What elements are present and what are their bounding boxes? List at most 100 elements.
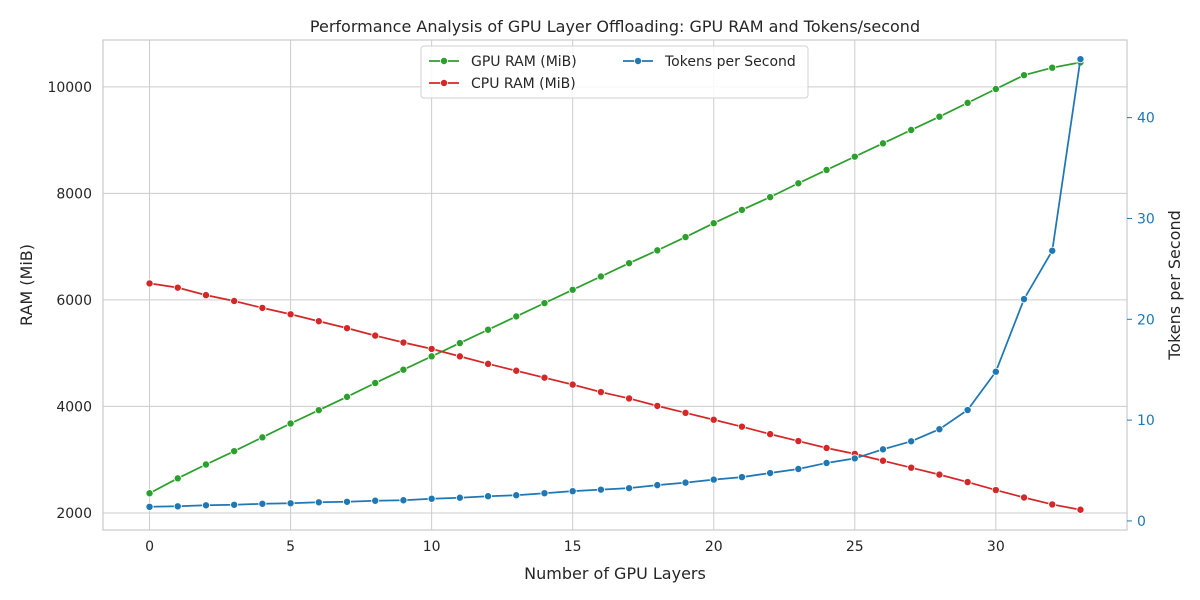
y-tick-label: 4000: [56, 399, 92, 415]
data-point: [371, 496, 380, 505]
data-point: [935, 425, 944, 434]
y-axis-ticks: 2000 4000 6000 8000 10000: [47, 80, 92, 522]
data-point: [343, 324, 352, 333]
data-point: [991, 367, 1000, 376]
data-point: [258, 499, 267, 508]
data-point: [822, 458, 831, 467]
series-1: [145, 279, 1085, 514]
data-point: [1020, 295, 1029, 304]
data-point: [568, 285, 577, 294]
legend-marker: [439, 57, 448, 66]
data-point: [935, 112, 944, 121]
data-point: [1076, 505, 1085, 514]
series-line: [149, 59, 1082, 508]
data-point: [596, 272, 605, 281]
legend-label: CPU RAM (MiB): [471, 76, 576, 92]
y2-axis-label: Tokens per Second: [1165, 210, 1184, 361]
grid-layer: [103, 40, 1127, 530]
data-point: [427, 494, 436, 503]
data-point: [427, 352, 436, 361]
series-2: [145, 55, 1085, 511]
y2-tick-label: 40: [1137, 111, 1155, 127]
data-point: [907, 126, 916, 135]
data-point: [540, 373, 549, 382]
legend-entry: GPU RAM (MiB): [429, 54, 577, 70]
x-axis-ticks: 0 5 10 15 20 25 30: [145, 539, 1005, 555]
data-point: [173, 502, 182, 511]
x-tick-label: 30: [987, 539, 1005, 555]
x-tick-label: 20: [705, 539, 723, 555]
legend-entry: CPU RAM (MiB): [429, 76, 576, 92]
x-tick-label: 10: [423, 539, 441, 555]
data-point: [512, 312, 521, 321]
data-point: [794, 465, 803, 474]
data-point: [991, 486, 1000, 495]
data-point: [286, 310, 295, 319]
x-axis-label: Number of GPU Layers: [524, 564, 706, 583]
data-point: [963, 406, 972, 415]
data-point: [737, 205, 746, 214]
y-tick-label: 6000: [56, 293, 92, 309]
data-point: [568, 487, 577, 496]
data-point: [399, 365, 408, 374]
data-point: [822, 443, 831, 452]
data-point: [991, 85, 1000, 94]
data-point: [907, 463, 916, 472]
y-tick-label: 2000: [56, 506, 92, 522]
data-point: [455, 339, 464, 348]
data-point: [484, 359, 493, 368]
data-point: [484, 325, 493, 334]
data-point: [258, 303, 267, 312]
data-point: [427, 344, 436, 353]
y-tick-label: 8000: [56, 186, 92, 202]
data-point: [145, 502, 154, 511]
data-point: [625, 484, 634, 493]
y2-tick-label: 10: [1137, 413, 1155, 429]
y2-tick-label: 30: [1137, 211, 1155, 227]
data-point: [907, 437, 916, 446]
data-point: [512, 366, 521, 375]
data-point: [653, 481, 662, 490]
data-point: [455, 352, 464, 361]
y2-tick-label: 20: [1137, 312, 1155, 328]
data-point: [709, 219, 718, 228]
data-point: [681, 408, 690, 417]
data-point: [878, 445, 887, 454]
data-point: [568, 380, 577, 389]
x-tick-label: 5: [286, 539, 295, 555]
data-point: [822, 165, 831, 174]
data-point: [286, 499, 295, 508]
y2-axis-ticks: 0 10 20 30 40: [1127, 111, 1155, 530]
y2-tick-label: 0: [1137, 514, 1146, 530]
legend-marker: [439, 79, 448, 88]
data-point: [371, 378, 380, 387]
data-point: [653, 401, 662, 410]
data-point: [737, 422, 746, 431]
data-point: [230, 447, 239, 456]
legend-marker: [634, 57, 643, 66]
data-point: [343, 392, 352, 401]
data-point: [399, 338, 408, 347]
x-tick-label: 0: [145, 539, 154, 555]
series-line: [149, 61, 1081, 495]
data-point: [1020, 493, 1029, 502]
data-point: [314, 317, 323, 326]
data-point: [258, 433, 267, 442]
data-point: [201, 291, 210, 300]
data-point: [766, 469, 775, 478]
data-point: [512, 491, 521, 500]
data-point: [794, 437, 803, 446]
data-point: [201, 501, 210, 510]
data-point: [625, 259, 634, 268]
data-point: [371, 331, 380, 340]
legend-box: [420, 45, 809, 99]
data-point: [596, 388, 605, 397]
data-point: [540, 489, 549, 498]
legend-entry: Tokens per Second: [623, 54, 796, 70]
data-point: [709, 415, 718, 424]
data-point: [878, 456, 887, 465]
data-point: [145, 279, 154, 288]
data-point: [878, 139, 887, 148]
data-point: [540, 299, 549, 308]
